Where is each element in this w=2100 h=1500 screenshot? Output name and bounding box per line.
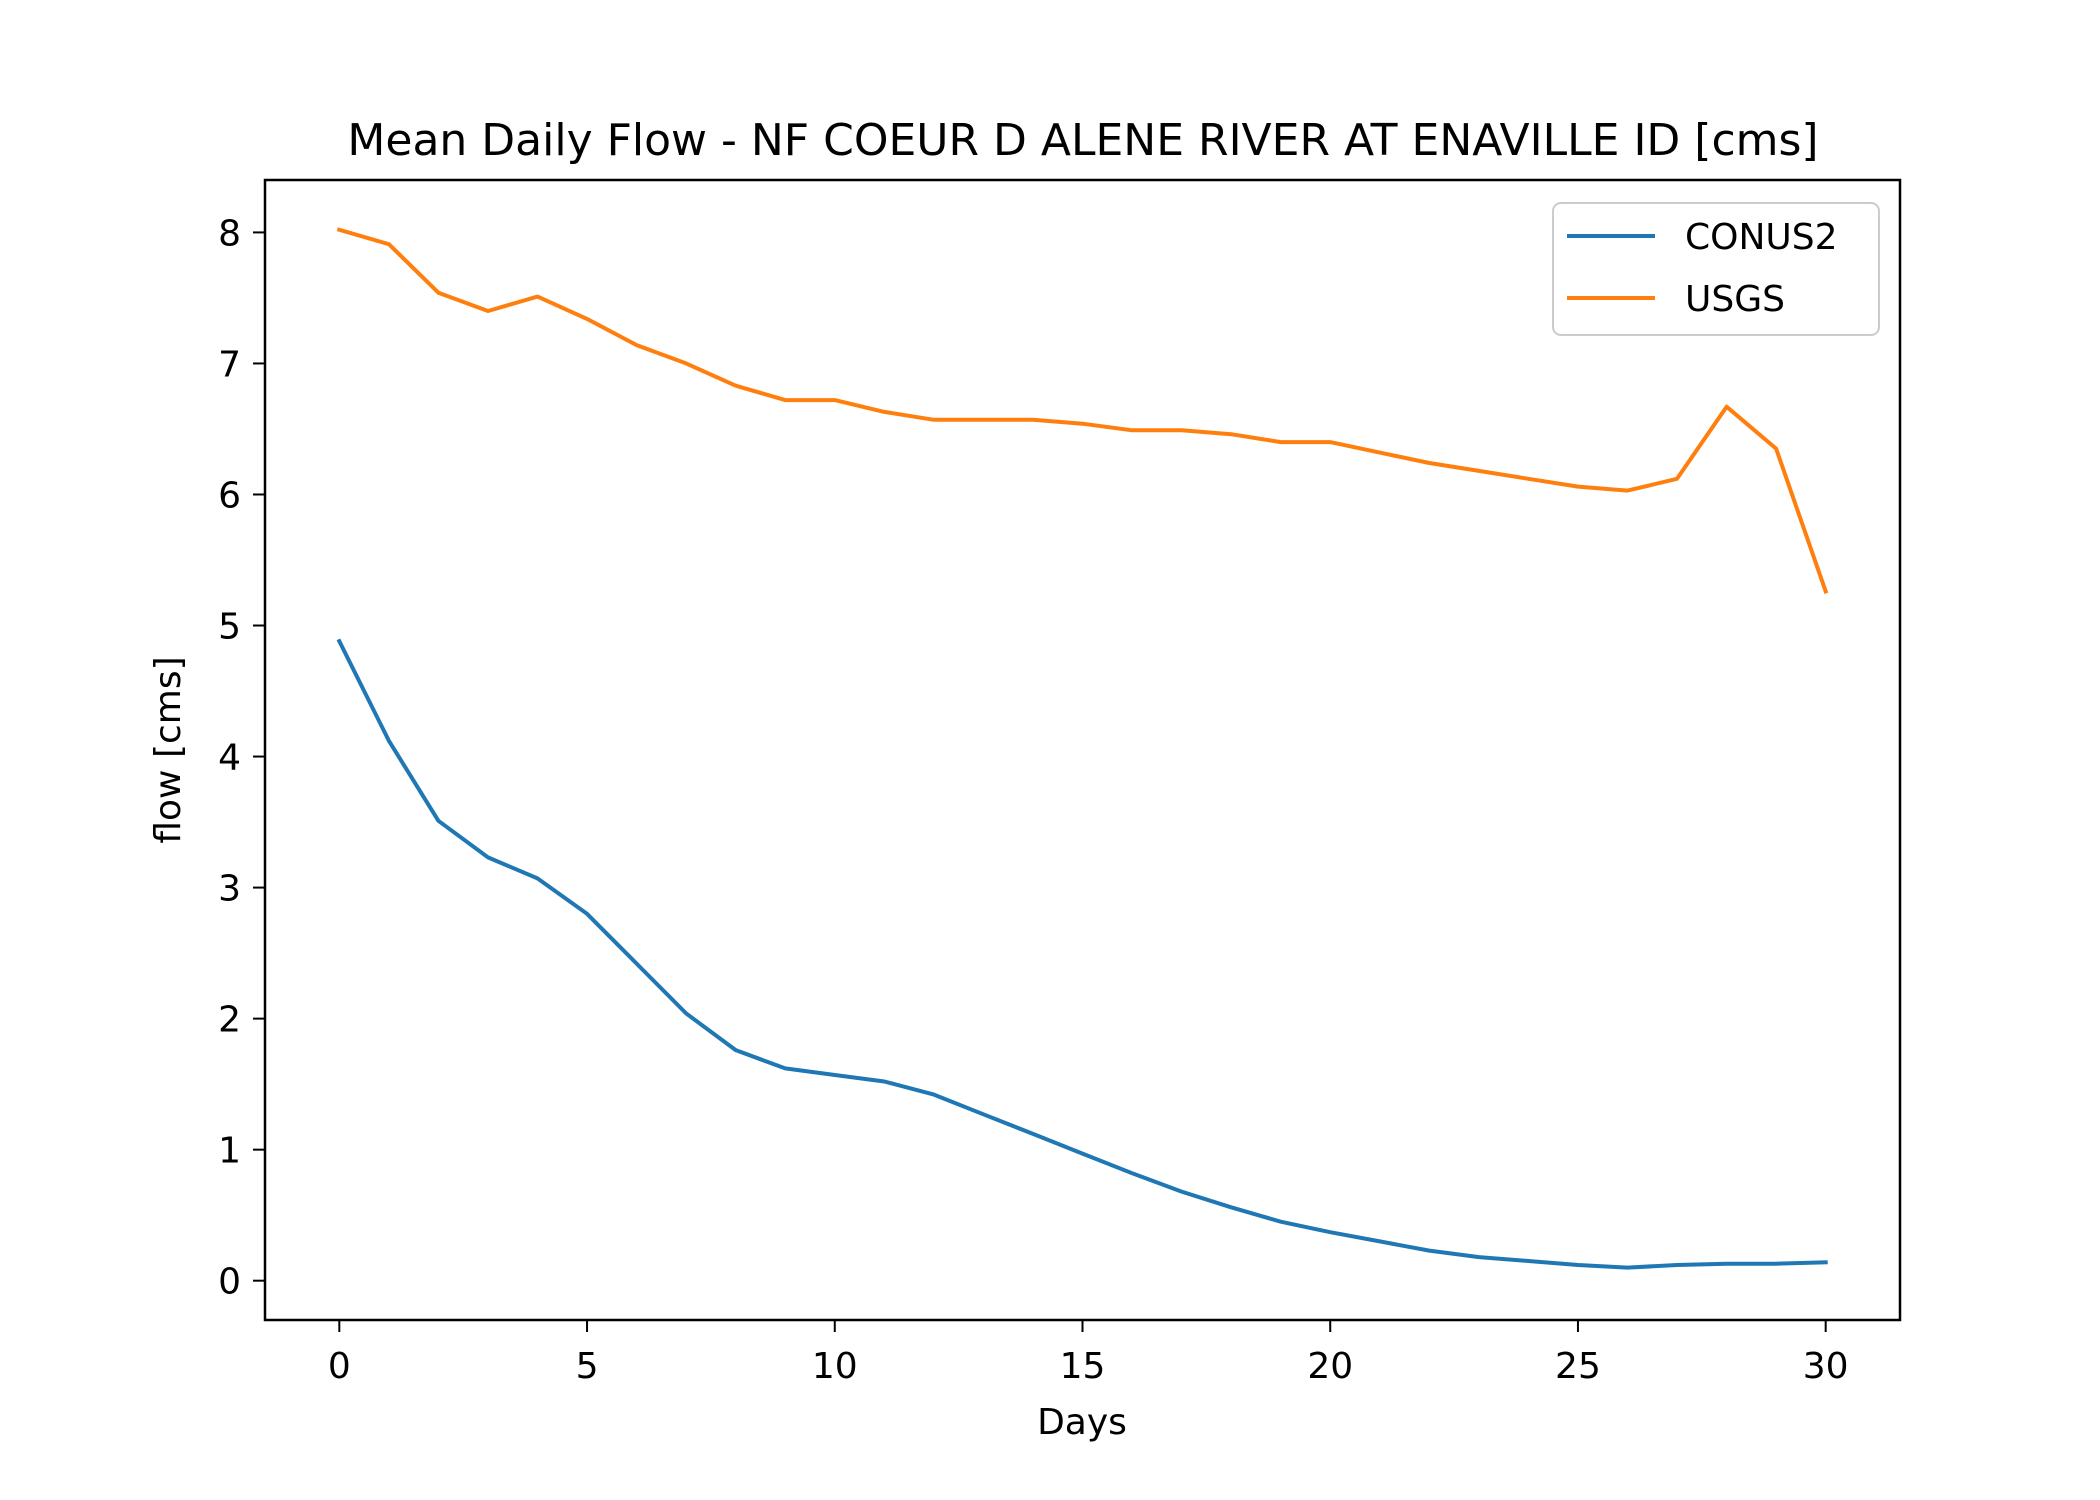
x-tick-label: 20 xyxy=(1307,1346,1353,1387)
series-line-usgs xyxy=(336,227,1829,594)
y-axis: 0 1 2 3 4 5 6 7 8 xyxy=(218,213,265,1303)
legend-label-conus2: CONUS2 xyxy=(1685,217,1838,258)
legend: CONUS2 USGS xyxy=(1552,202,1880,336)
legend-label-usgs: USGS xyxy=(1685,279,1785,320)
x-tick-label: 30 xyxy=(1803,1346,1849,1387)
y-tick-label: 8 xyxy=(218,213,241,254)
y-tick-label: 7 xyxy=(218,344,241,385)
y-tick-label: 3 xyxy=(218,869,241,910)
x-tick-label: 10 xyxy=(812,1346,858,1387)
x-tick-label: 0 xyxy=(328,1346,351,1387)
x-axis: 0 5 10 15 20 25 30 xyxy=(328,1320,1849,1387)
y-tick-label: 0 xyxy=(218,1262,241,1303)
y-tick-label: 2 xyxy=(218,1000,241,1041)
y-tick-label: 5 xyxy=(218,607,241,648)
x-tick-label: 15 xyxy=(1060,1346,1106,1387)
y-tick-label: 4 xyxy=(218,738,241,779)
series-line-conus2 xyxy=(336,638,1828,1270)
chart-title: Mean Daily Flow - NF COEUR D ALENE RIVER… xyxy=(347,115,1818,166)
y-tick-label: 6 xyxy=(218,475,241,516)
x-tick-label: 25 xyxy=(1555,1346,1601,1387)
x-tick-label: 5 xyxy=(576,1346,599,1387)
x-axis-label: Days xyxy=(1037,1402,1127,1443)
y-axis-label: flow [cms] xyxy=(148,656,189,843)
y-tick-label: 1 xyxy=(218,1131,241,1172)
